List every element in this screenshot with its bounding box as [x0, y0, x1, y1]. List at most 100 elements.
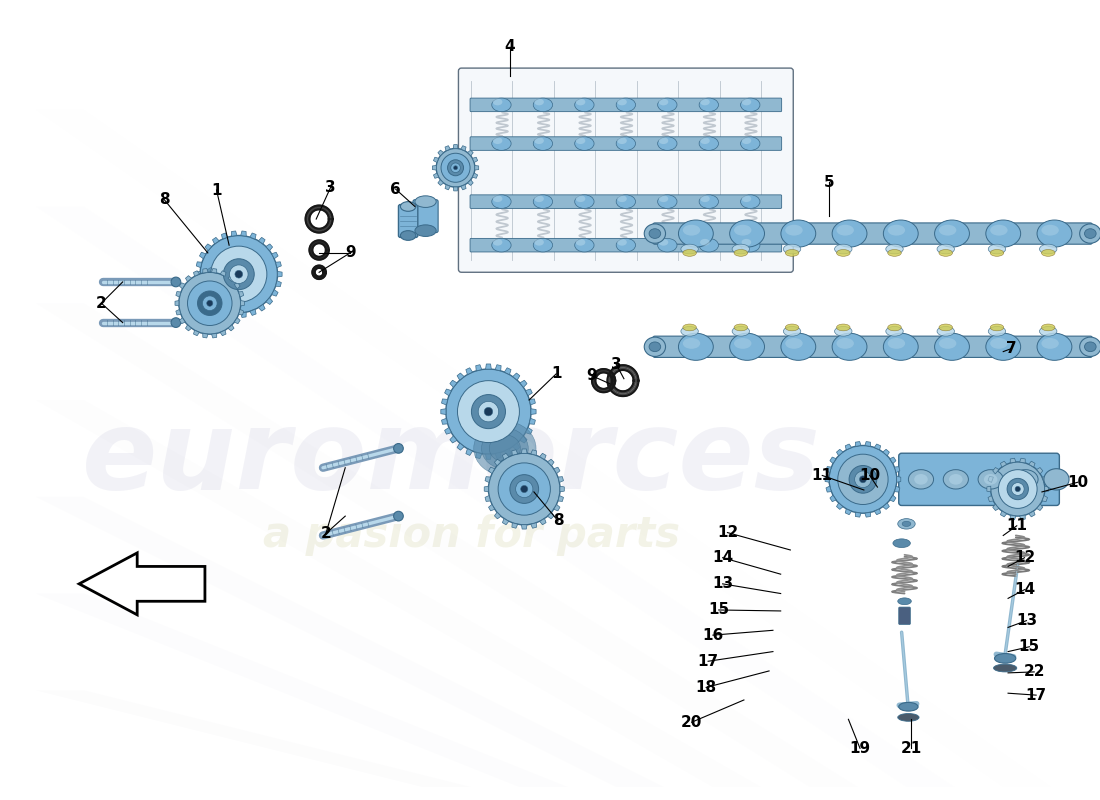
Polygon shape — [228, 325, 234, 331]
Circle shape — [849, 466, 877, 493]
Polygon shape — [485, 364, 492, 369]
Ellipse shape — [616, 195, 636, 209]
Text: 1: 1 — [551, 366, 561, 382]
Polygon shape — [1000, 511, 1006, 517]
Polygon shape — [433, 158, 439, 162]
Polygon shape — [504, 449, 512, 455]
Polygon shape — [446, 146, 450, 151]
Polygon shape — [485, 477, 491, 482]
Ellipse shape — [700, 195, 718, 209]
Ellipse shape — [888, 324, 901, 331]
Polygon shape — [194, 270, 199, 276]
Polygon shape — [488, 505, 495, 511]
Polygon shape — [272, 252, 278, 258]
Ellipse shape — [700, 137, 718, 150]
Ellipse shape — [741, 239, 751, 246]
Ellipse shape — [700, 138, 710, 144]
Ellipse shape — [886, 244, 903, 254]
Polygon shape — [504, 368, 512, 374]
Polygon shape — [540, 518, 546, 525]
Polygon shape — [529, 399, 536, 405]
Polygon shape — [856, 442, 861, 446]
Ellipse shape — [729, 334, 764, 360]
Ellipse shape — [734, 225, 751, 235]
Polygon shape — [548, 459, 554, 466]
Ellipse shape — [617, 138, 627, 144]
Circle shape — [484, 407, 493, 416]
Circle shape — [202, 296, 217, 310]
Ellipse shape — [937, 244, 955, 254]
Circle shape — [446, 369, 531, 454]
FancyBboxPatch shape — [470, 195, 782, 209]
Polygon shape — [199, 290, 206, 296]
Polygon shape — [865, 442, 870, 446]
Polygon shape — [196, 262, 202, 268]
Ellipse shape — [645, 224, 665, 243]
Circle shape — [478, 402, 498, 422]
Polygon shape — [1000, 461, 1006, 467]
Ellipse shape — [734, 324, 748, 331]
Text: 2: 2 — [96, 296, 107, 310]
Polygon shape — [239, 291, 244, 297]
Polygon shape — [520, 436, 527, 443]
Polygon shape — [1042, 495, 1047, 502]
Ellipse shape — [832, 220, 867, 247]
Ellipse shape — [990, 338, 1008, 349]
Ellipse shape — [400, 230, 416, 240]
Polygon shape — [836, 450, 843, 456]
Polygon shape — [992, 467, 999, 474]
Polygon shape — [199, 252, 206, 258]
Ellipse shape — [733, 326, 749, 336]
FancyBboxPatch shape — [470, 238, 782, 252]
Polygon shape — [196, 271, 200, 277]
Ellipse shape — [935, 220, 969, 247]
Circle shape — [230, 265, 249, 283]
Ellipse shape — [535, 239, 543, 246]
Ellipse shape — [939, 250, 953, 256]
Polygon shape — [441, 418, 448, 424]
Ellipse shape — [1040, 326, 1057, 336]
FancyBboxPatch shape — [470, 98, 782, 112]
Text: 10: 10 — [1067, 474, 1088, 490]
Ellipse shape — [574, 238, 594, 252]
Polygon shape — [241, 301, 244, 306]
Text: 11: 11 — [812, 468, 833, 483]
Polygon shape — [1010, 458, 1016, 463]
Polygon shape — [531, 450, 537, 455]
Ellipse shape — [649, 342, 661, 352]
Polygon shape — [212, 238, 219, 244]
Ellipse shape — [659, 239, 669, 246]
Polygon shape — [212, 304, 219, 311]
Circle shape — [991, 462, 1045, 516]
Polygon shape — [221, 233, 228, 239]
Ellipse shape — [658, 98, 676, 112]
Polygon shape — [845, 444, 851, 450]
Circle shape — [437, 149, 475, 187]
Polygon shape — [558, 477, 563, 482]
Text: 3: 3 — [610, 357, 621, 372]
Ellipse shape — [888, 250, 901, 256]
Ellipse shape — [700, 195, 710, 202]
Ellipse shape — [785, 250, 799, 256]
Text: 5: 5 — [824, 174, 835, 190]
Text: 2: 2 — [320, 526, 331, 541]
Circle shape — [187, 281, 232, 326]
Text: 15: 15 — [708, 602, 729, 618]
Circle shape — [516, 481, 532, 498]
Polygon shape — [856, 512, 861, 517]
Circle shape — [855, 471, 871, 488]
Ellipse shape — [415, 225, 437, 237]
Ellipse shape — [681, 244, 698, 254]
Text: 18: 18 — [695, 680, 717, 695]
Polygon shape — [231, 231, 236, 236]
Ellipse shape — [740, 195, 760, 209]
Polygon shape — [250, 310, 256, 315]
Ellipse shape — [986, 334, 1021, 360]
Polygon shape — [277, 271, 282, 277]
Polygon shape — [540, 454, 546, 459]
Polygon shape — [461, 146, 466, 151]
Polygon shape — [485, 454, 492, 459]
Ellipse shape — [534, 98, 552, 112]
Circle shape — [458, 381, 519, 442]
Polygon shape — [176, 310, 180, 315]
